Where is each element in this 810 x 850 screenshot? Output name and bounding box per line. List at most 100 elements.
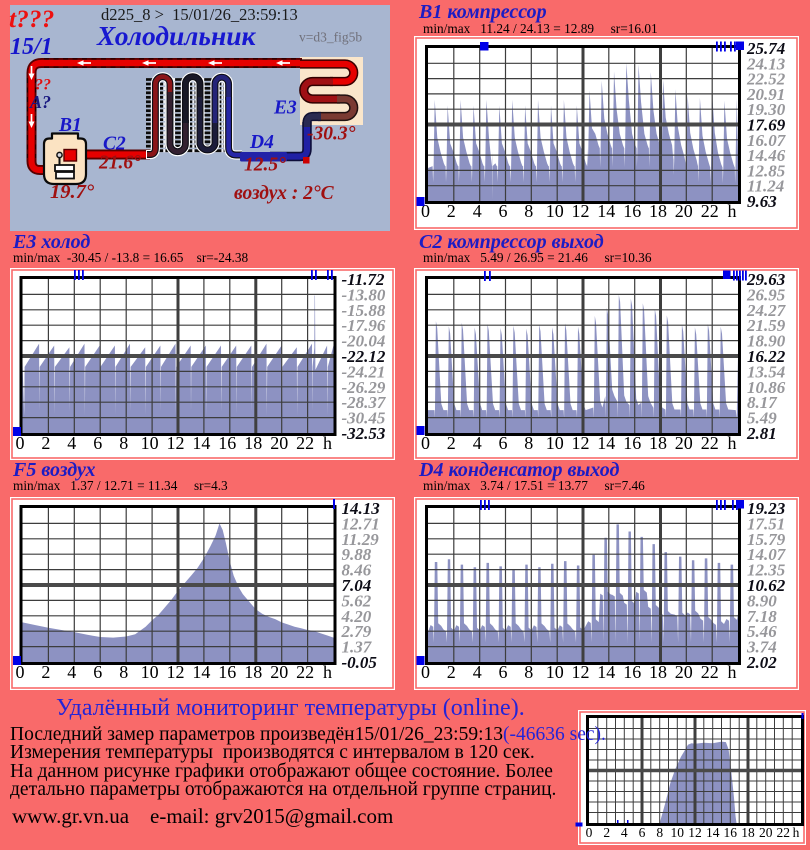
svg-text:2: 2 (447, 201, 456, 221)
svg-text:8: 8 (119, 433, 128, 453)
svg-text:4: 4 (67, 433, 76, 453)
svg-text:20: 20 (270, 433, 288, 453)
svg-text:-13.80: -13.80 (342, 285, 386, 304)
svg-text:-17.96: -17.96 (342, 316, 386, 335)
svg-text:14: 14 (192, 662, 210, 682)
svg-text:12: 12 (167, 662, 185, 682)
svg-text:0: 0 (16, 433, 25, 453)
svg-text:4: 4 (473, 433, 482, 453)
svg-text:22: 22 (701, 662, 719, 682)
svg-text:h: h (728, 433, 737, 453)
svg-text:h: h (728, 201, 737, 221)
svg-text:h: h (323, 662, 332, 682)
svg-text:11.24: 11.24 (747, 177, 784, 196)
svg-text:12.35: 12.35 (747, 561, 786, 580)
svg-text:2: 2 (603, 825, 610, 840)
svg-text:12.71: 12.71 (342, 514, 380, 533)
svg-text:-22.12: -22.12 (342, 347, 386, 366)
svg-text:6: 6 (639, 825, 646, 840)
svg-text:Холодильник: Холодильник (96, 20, 257, 51)
svg-text:4: 4 (621, 825, 628, 840)
svg-text:t???: t??? (9, 4, 54, 33)
svg-text:12: 12 (572, 662, 590, 682)
svg-text:14.46: 14.46 (747, 146, 786, 165)
svg-text:16: 16 (218, 662, 236, 682)
svg-text:12: 12 (572, 433, 590, 453)
svg-text:21.6°: 21.6° (98, 153, 141, 174)
svg-text:14.07: 14.07 (747, 545, 787, 564)
svg-text:2: 2 (447, 662, 456, 682)
svg-text:5.46: 5.46 (747, 622, 777, 641)
svg-text:1.37: 1.37 (342, 638, 373, 657)
svg-text:18: 18 (649, 201, 667, 221)
svg-text:2.79: 2.79 (341, 622, 372, 641)
svg-text:19.30: 19.30 (747, 100, 786, 119)
svg-text:10: 10 (141, 662, 159, 682)
svg-text:8.17: 8.17 (747, 393, 778, 412)
svg-text:10.62: 10.62 (747, 576, 786, 595)
svg-text:14: 14 (597, 433, 615, 453)
svg-text:24.27: 24.27 (746, 301, 787, 320)
svg-text:2: 2 (41, 433, 50, 453)
svg-text:17.69: 17.69 (747, 116, 786, 135)
svg-text:9.63: 9.63 (747, 192, 777, 211)
svg-text:19.23: 19.23 (747, 499, 786, 518)
svg-text:16: 16 (724, 825, 738, 840)
svg-text:8: 8 (524, 662, 533, 682)
svg-text:21.59: 21.59 (746, 316, 786, 335)
svg-text:3.74: 3.74 (746, 638, 777, 657)
svg-text:13.54: 13.54 (747, 362, 785, 381)
svg-text:h: h (323, 433, 332, 453)
svg-text:12: 12 (572, 201, 590, 221)
svg-text:25.74: 25.74 (746, 39, 785, 58)
svg-text:2.02: 2.02 (746, 653, 777, 672)
svg-text:0: 0 (421, 201, 430, 221)
svg-text:2: 2 (41, 662, 50, 682)
svg-text:h: h (728, 662, 737, 682)
svg-text:4.20: 4.20 (341, 607, 372, 626)
svg-text:22: 22 (296, 433, 314, 453)
svg-text:A?: A? (29, 92, 51, 112)
svg-text:20: 20 (675, 662, 693, 682)
svg-text:10: 10 (671, 825, 685, 840)
svg-text:12: 12 (688, 825, 702, 840)
svg-text:18: 18 (244, 433, 262, 453)
svg-text:10: 10 (546, 433, 564, 453)
svg-text:20.91: 20.91 (746, 85, 785, 104)
svg-text:6: 6 (93, 433, 102, 453)
svg-text:10: 10 (546, 201, 564, 221)
svg-text:v=d3_fig5b: v=d3_fig5b (299, 30, 362, 45)
svg-text:6: 6 (499, 433, 508, 453)
svg-text:2: 2 (447, 433, 456, 453)
svg-text:15/1: 15/1 (10, 34, 53, 60)
svg-text:8: 8 (524, 201, 533, 221)
svg-text:12: 12 (167, 433, 185, 453)
svg-text:-30.45: -30.45 (342, 409, 386, 428)
svg-text:18: 18 (649, 662, 667, 682)
svg-text:7.04: 7.04 (342, 576, 372, 595)
svg-text:-0.05: -0.05 (342, 653, 378, 672)
svg-text:d225_8 > 15/01/26_23:59:13: d225_8 > 15/01/26_23:59:13 (101, 5, 298, 24)
svg-text:10: 10 (546, 662, 564, 682)
svg-text:20: 20 (759, 825, 773, 840)
svg-text:8: 8 (119, 662, 128, 682)
svg-text:8: 8 (524, 433, 533, 453)
svg-text:22: 22 (701, 433, 719, 453)
svg-text:29.63: 29.63 (746, 270, 786, 289)
svg-text:16: 16 (218, 433, 236, 453)
svg-text:20: 20 (270, 662, 288, 682)
svg-text:0: 0 (586, 825, 593, 840)
svg-text:14: 14 (597, 662, 615, 682)
svg-text:18.90: 18.90 (747, 332, 786, 351)
svg-text:0: 0 (16, 662, 25, 682)
svg-text:20: 20 (675, 433, 693, 453)
svg-text:16: 16 (623, 201, 641, 221)
svg-text:14.13: 14.13 (342, 499, 381, 518)
svg-text:6: 6 (93, 662, 102, 682)
svg-text:8.46: 8.46 (342, 561, 372, 580)
svg-text:7.18: 7.18 (747, 607, 777, 626)
svg-text:19.7°: 19.7° (50, 181, 95, 203)
svg-text:воздух : 2°C: воздух : 2°C (234, 183, 335, 204)
svg-text:D4: D4 (249, 132, 274, 153)
svg-text:22: 22 (701, 201, 719, 221)
